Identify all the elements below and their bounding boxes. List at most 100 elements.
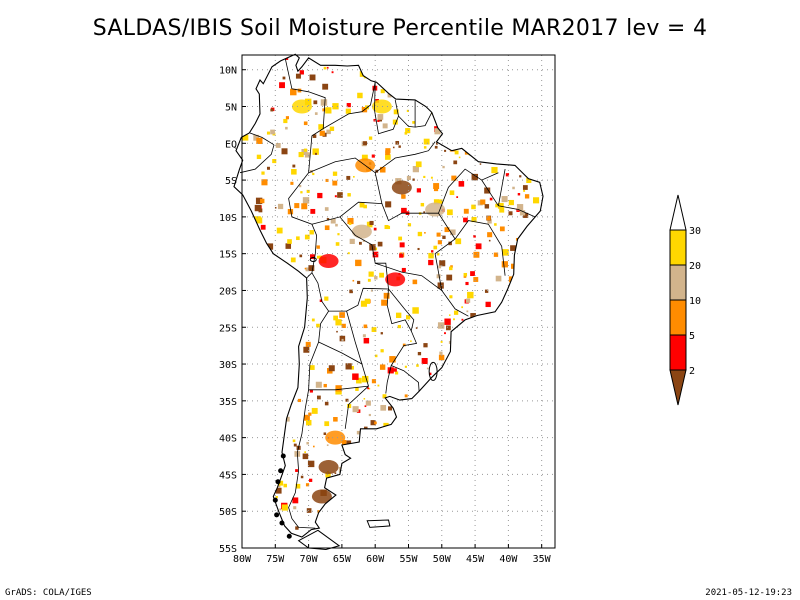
percentile-cell xyxy=(341,440,347,445)
percentile-cell xyxy=(506,447,513,454)
percentile-cell xyxy=(399,253,404,258)
percentile-cell xyxy=(433,186,439,192)
percentile-cell xyxy=(509,409,515,415)
percentile-cell xyxy=(257,254,264,260)
percentile-cell xyxy=(453,402,459,408)
percentile-cell xyxy=(487,232,493,238)
percentile-cell xyxy=(279,442,283,446)
country-border xyxy=(481,179,536,218)
percentile-cell xyxy=(380,89,385,94)
percentile-cluster xyxy=(291,99,312,114)
percentile-cell xyxy=(242,134,249,141)
percentile-cell xyxy=(473,277,479,282)
percentile-cluster xyxy=(371,99,392,114)
percentile-cell xyxy=(333,417,338,422)
percentile-cell xyxy=(304,234,310,240)
legend-swatch xyxy=(669,299,687,336)
percentile-cell xyxy=(368,136,373,140)
percentile-cell xyxy=(420,418,423,422)
percentile-cell xyxy=(374,276,378,280)
percentile-cell xyxy=(360,440,365,445)
percentile-cell xyxy=(456,468,459,471)
percentile-cell xyxy=(251,245,256,250)
percentile-cell xyxy=(293,443,297,447)
percentile-cell xyxy=(531,129,538,136)
percentile-cell xyxy=(341,338,344,341)
percentile-cell xyxy=(548,383,550,385)
percentile-cell xyxy=(392,119,398,125)
percentile-cell xyxy=(437,322,445,329)
percentile-cell xyxy=(405,444,410,449)
percentile-cell xyxy=(365,400,371,406)
percentile-cell xyxy=(352,482,356,487)
lat-tick-label: 55S xyxy=(219,544,237,555)
percentile-cell xyxy=(352,279,355,282)
percentile-cell xyxy=(433,183,440,190)
percentile-cell xyxy=(246,266,252,273)
percentile-cell xyxy=(364,452,367,454)
percentile-cell xyxy=(317,510,320,513)
country-border xyxy=(398,100,416,128)
percentile-cell xyxy=(418,486,422,490)
percentile-cell xyxy=(416,364,419,367)
percentile-cell xyxy=(458,429,461,431)
percentile-cell xyxy=(547,192,550,195)
percentile-cell xyxy=(306,189,310,193)
percentile-cell xyxy=(272,159,277,164)
percentile-cluster xyxy=(318,254,339,269)
percentile-cell xyxy=(468,63,476,70)
percentile-cell xyxy=(456,352,462,357)
percentile-cell xyxy=(471,216,477,223)
percentile-cell xyxy=(473,251,480,258)
percentile-cell xyxy=(362,495,365,498)
percentile-cell xyxy=(253,121,255,123)
percentile-cell xyxy=(501,307,507,312)
percentile-cell xyxy=(245,209,247,212)
percentile-cell xyxy=(544,392,546,394)
percentile-cell xyxy=(437,92,439,95)
percentile-cell xyxy=(255,197,263,205)
percentile-cell xyxy=(277,203,284,210)
percentile-cell xyxy=(385,201,392,208)
percentile-cell xyxy=(359,202,365,208)
country-border xyxy=(308,157,383,204)
lat-tick-label: 40S xyxy=(219,434,237,445)
percentile-cell xyxy=(379,529,383,533)
percentile-cell xyxy=(438,354,445,361)
percentile-cell xyxy=(347,217,354,225)
percentile-cell xyxy=(355,259,362,267)
percentile-cell xyxy=(410,90,413,92)
lat-tick-label: 25S xyxy=(219,323,237,334)
percentile-cell xyxy=(356,430,361,435)
percentile-cell xyxy=(340,63,343,66)
percentile-cell xyxy=(314,112,318,115)
percentile-cell xyxy=(370,289,374,292)
percentile-cell xyxy=(290,257,296,263)
percentile-cell xyxy=(324,520,331,527)
lon-tick-label: 45W xyxy=(466,554,485,565)
percentile-cell xyxy=(295,469,298,472)
percentile-cell xyxy=(491,354,495,358)
percentile-cell xyxy=(256,137,263,144)
percentile-cell xyxy=(371,379,377,384)
percentile-cell xyxy=(453,318,455,321)
percentile-cell xyxy=(534,317,536,320)
percentile-cell xyxy=(248,262,252,266)
percentile-cell xyxy=(287,239,292,244)
percentile-cell xyxy=(523,212,529,218)
percentile-cell xyxy=(322,108,326,112)
percentile-cell xyxy=(471,204,476,210)
percentile-cell xyxy=(364,298,370,304)
percentile-cell xyxy=(319,299,323,303)
percentile-cell xyxy=(252,487,259,494)
percentile-cell xyxy=(385,154,391,160)
percentile-cell xyxy=(305,267,310,272)
percentile-cell xyxy=(520,422,525,427)
percentile-cell xyxy=(370,420,376,426)
country-borders-layer xyxy=(239,58,536,529)
percentile-cell xyxy=(533,197,540,204)
country-border xyxy=(374,141,436,174)
percentile-cell xyxy=(379,272,384,278)
percentile-cell xyxy=(452,106,455,109)
percentile-cell xyxy=(473,235,476,238)
